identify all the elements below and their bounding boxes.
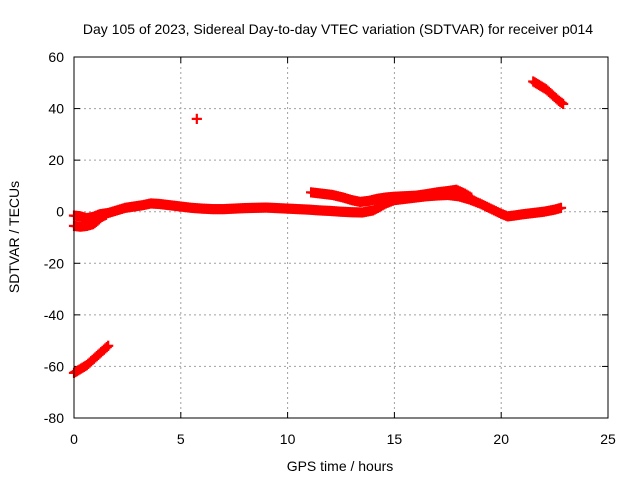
y-tick-label: 0 bbox=[56, 204, 64, 220]
x-tick-label: 0 bbox=[70, 431, 78, 447]
x-tick-label: 15 bbox=[387, 431, 403, 447]
axis-ticks: 0 5 10 15 20 25 -80 -60 -40 -20 0 20 40 60 bbox=[44, 49, 616, 447]
y-tick-label: 60 bbox=[48, 49, 64, 65]
y-tick-label: -40 bbox=[44, 307, 64, 323]
y-tick-label: 40 bbox=[48, 101, 64, 117]
chart-title: Day 105 of 2023, Sidereal Day-to-day VTE… bbox=[83, 21, 593, 37]
plot-frame bbox=[73, 56, 609, 419]
data-point bbox=[101, 341, 112, 353]
data-point bbox=[100, 209, 112, 220]
x-tick-label: 20 bbox=[493, 431, 509, 447]
data-point bbox=[191, 113, 202, 124]
y-tick-label: -80 bbox=[44, 410, 64, 426]
data-point bbox=[466, 192, 477, 203]
y-tick-label: -60 bbox=[44, 358, 64, 374]
x-axis-label: GPS time / hours bbox=[287, 458, 394, 474]
x-tick-label: 10 bbox=[280, 431, 296, 447]
grid bbox=[74, 57, 608, 418]
y-tick-label: 20 bbox=[48, 152, 64, 168]
y-tick-label: -20 bbox=[44, 255, 64, 271]
y-axis-label: SDTVAR / TECUs bbox=[6, 181, 22, 293]
data-point bbox=[103, 340, 114, 351]
data-point bbox=[558, 98, 569, 110]
x-tick-label: 5 bbox=[177, 431, 185, 447]
x-tick-label: 25 bbox=[600, 431, 616, 447]
data-point bbox=[555, 202, 567, 213]
data-markers bbox=[68, 76, 569, 378]
